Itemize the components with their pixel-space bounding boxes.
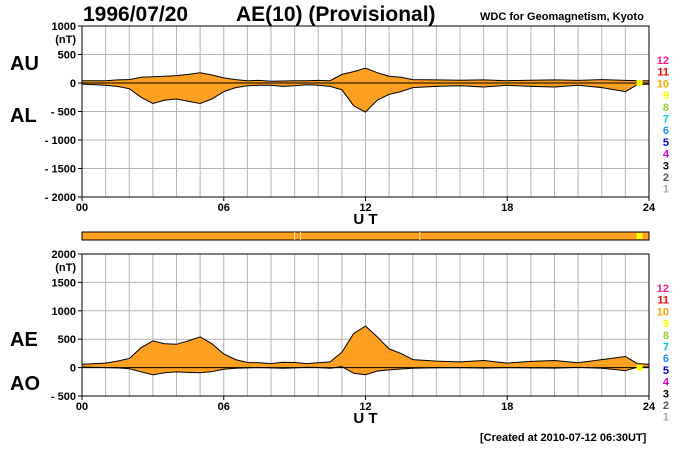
panel2-lower-index-label: AO <box>10 373 40 395</box>
panel1-xtick-label: 18 <box>501 202 513 214</box>
date-title: 1996/07/20 <box>83 3 189 26</box>
panel2-area-fill <box>82 326 649 375</box>
panel2-station-count-legend-item: 2 <box>663 400 669 412</box>
panel2-xtick-label: 06 <box>218 401 230 413</box>
panel2-ytick-label: - 500 <box>51 391 76 403</box>
panel2-station-count-legend-item: 4 <box>663 377 670 389</box>
panel1-station-count-legend-item: 9 <box>663 90 669 102</box>
panel1-series-au-line <box>82 67 649 82</box>
panel2-station-count-legend-item: 6 <box>663 353 669 365</box>
panel1-station-count-legend-item: 5 <box>663 137 669 149</box>
panel1-station-count-legend-item: 10 <box>657 78 669 90</box>
panel2-station-count-legend-item: 9 <box>663 318 669 330</box>
panel1-xtick-label: 24 <box>643 202 656 214</box>
panel1-station-count-legend-item: 3 <box>663 160 669 172</box>
panel1-hour-marker <box>636 80 643 86</box>
panel1-station-count-legend-item: 8 <box>663 102 669 114</box>
panel2-series-ae-line <box>81 325 650 365</box>
panel1-station-count-legend-item: 12 <box>657 55 669 67</box>
panel1-station-count-legend-item: 2 <box>663 172 669 184</box>
panel1-station-count-legend-item: 6 <box>663 125 669 137</box>
panel1-xtick-label: 06 <box>218 202 230 214</box>
station-count-strip <box>81 231 650 241</box>
panel1-ytick-label: - 2000 <box>45 192 76 204</box>
panel2-ytick-label: 1500 <box>52 277 76 289</box>
panel1-station-count-legend-item: 1 <box>663 184 669 196</box>
panel1-series-al-line <box>81 83 650 113</box>
panel1-area-fill <box>82 68 649 113</box>
index-title: AE(10) (Provisional) <box>236 3 436 26</box>
panel2-station-count-legend-item: 11 <box>657 295 669 307</box>
panel2-station-count-legend-item: 3 <box>663 388 669 400</box>
strip-hour-marker <box>636 233 643 239</box>
panel1-ytick-label: 1000 <box>52 21 76 33</box>
panel2-xtick-label: 00 <box>76 401 88 413</box>
panel2-xtick-label: 18 <box>501 401 513 413</box>
panel2-xtick-label: 24 <box>643 401 656 413</box>
panel1-station-count-legend-item: 7 <box>663 114 669 126</box>
panel2-station-count-legend-item: 5 <box>663 365 669 377</box>
panel2-ytick-label: 0 <box>70 363 76 375</box>
panel2-ytick-label: 1000 <box>52 306 76 318</box>
panel2-xtick-label: 12 <box>359 401 371 413</box>
panel1-x-axis-title: U T <box>353 211 377 228</box>
panel2-station-count-legend-item: 12 <box>657 283 669 295</box>
panel1-ytick-label: - 1000 <box>45 135 76 147</box>
panel1-upper-index-label: AU <box>10 53 39 75</box>
panel2-upper-index-label: AE <box>10 329 38 351</box>
panel1-station-count-legend-item: 11 <box>657 67 669 79</box>
panel1-unit-label: (nT) <box>55 34 76 46</box>
panel1-lower-index-label: AL <box>10 105 37 127</box>
panel1-station-count-legend-item: 4 <box>663 149 670 161</box>
source-credit: WDC for Geomagnetism, Kyoto <box>480 11 644 23</box>
panel1-ytick-label: 0 <box>70 78 76 90</box>
created-timestamp: [Created at 2010-07-12 06:30UT] <box>480 432 647 444</box>
panel1-ytick-label: 500 <box>58 50 76 62</box>
panel2-ytick-label: 2000 <box>52 249 76 261</box>
panel2-hour-marker <box>636 364 643 371</box>
panel2-unit-label: (nT) <box>55 262 76 274</box>
panel2-station-count-legend-item: 8 <box>663 330 669 342</box>
panel2-station-count-legend-item: 7 <box>663 342 669 354</box>
panel1-ytick-label: - 1500 <box>45 164 76 176</box>
panel1-xtick-label: 00 <box>76 202 88 214</box>
panel1-ytick-label: - 500 <box>51 107 76 119</box>
panel2-x-axis-title: U T <box>353 410 377 427</box>
panel2-ytick-label: 500 <box>58 334 76 346</box>
panel1-xtick-label: 12 <box>359 202 371 214</box>
panel2-station-count-legend-item: 1 <box>663 412 669 424</box>
panel2-station-count-legend-item: 10 <box>657 306 669 318</box>
